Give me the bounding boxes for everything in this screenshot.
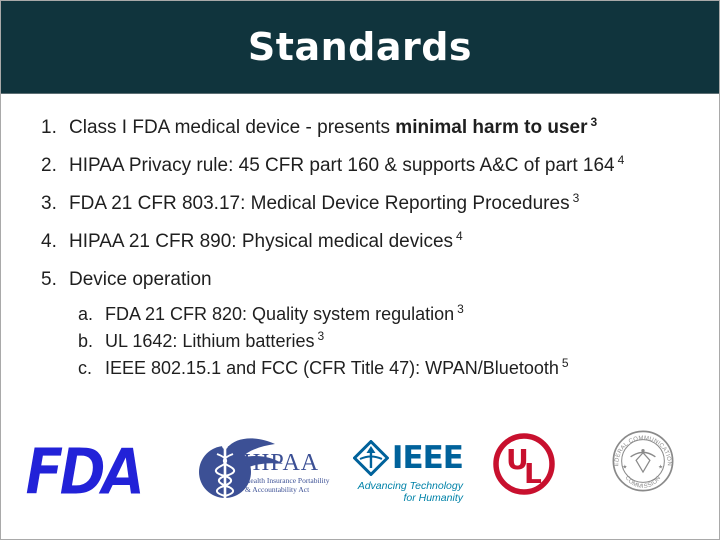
sublist-item-letter: b. (78, 331, 94, 351)
citation-superscript: 4 (617, 152, 625, 167)
list-item-text: Device operation (69, 269, 212, 290)
standards-list: 1. Class I FDA medical device - presents… (41, 114, 705, 385)
hipaa-logo: HIPAA Health Insurance Portability & Acc… (197, 432, 342, 507)
citation-superscript: 3 (457, 302, 464, 316)
list-item: 1. Class I FDA medical device - presents… (41, 114, 705, 139)
caduceus-icon (199, 438, 283, 498)
citation-superscript: 3 (317, 329, 325, 343)
fcc-arc-top-text: FEDERAL COMMUNICATIONS (610, 426, 672, 466)
fcc-seal-icon: FEDERAL COMMUNICATIONS COMMISSION ★ ★ (610, 426, 674, 492)
hipaa-subline2: & Accountability Act (245, 485, 310, 494)
fda-logo: FDA (25, 434, 147, 511)
fda-logo-text: FDA (25, 436, 141, 506)
list-item-text: FDA 21 CFR 803.17: Medical Device Report… (69, 193, 570, 214)
ieee-tagline: Advancing Technology for Humanity (353, 480, 463, 504)
list-item-text: HIPAA Privacy rule: 45 CFR part 160 & su… (69, 155, 615, 176)
sublist-item-letter: c. (78, 358, 93, 378)
sublist-item: c. IEEE 802.15.1 and FCC (CFR Title 47):… (78, 356, 705, 378)
sublist-item: b. UL 1642: Lithium batteries 3 (78, 329, 705, 351)
device-operation-sublist: a. FDA 21 CFR 820: Quality system regula… (78, 302, 705, 378)
ul-mark-icon: U L (493, 433, 555, 495)
list-item: 3. FDA 21 CFR 803.17: Medical Device Rep… (41, 190, 705, 215)
list-item-number: 3. (41, 193, 57, 214)
ieee-diamond-icon (353, 440, 389, 476)
citation-superscript: 3 (572, 190, 580, 205)
ieee-tagline-line1: Advancing Technology (357, 480, 463, 492)
ieee-tagline-line2: for Humanity (403, 492, 463, 504)
sublist-item-text: IEEE 802.15.1 and FCC (CFR Title 47): WP… (105, 358, 559, 378)
ul-letter-u: U (506, 443, 529, 476)
list-item-text: Class I FDA medical device - presents (69, 117, 396, 138)
fda-logo-icon: FDA (25, 436, 147, 511)
list-item: 5. Device operation (41, 269, 705, 291)
page-title: Standards (247, 25, 473, 69)
logo-row: FDA HIPAA Health Insurance Portability (1, 426, 719, 526)
fcc-seal: FEDERAL COMMUNICATIONS COMMISSION ★ ★ (610, 426, 674, 497)
list-item: 2. HIPAA Privacy rule: 45 CFR part 160 &… (41, 152, 705, 177)
ul-logo: U L (492, 432, 556, 501)
list-item-number: 2. (41, 155, 57, 176)
sublist-item: a. FDA 21 CFR 820: Quality system regula… (78, 302, 705, 324)
fcc-star-left-icon: ★ (622, 464, 627, 471)
sublist-item-letter: a. (78, 304, 94, 324)
hipaa-logo-subtext: Health Insurance Portability & Accountab… (245, 476, 330, 494)
list-item-number: 1. (41, 117, 57, 138)
fcc-shield-icon (635, 451, 651, 474)
citation-superscript: 3 (590, 114, 598, 129)
hipaa-logo-text: HIPAA (243, 450, 320, 476)
fcc-eagle-head-icon (641, 449, 645, 453)
list-item-bold-text: minimal harm to user (395, 117, 588, 138)
ieee-logo-text: IEEE (391, 440, 464, 476)
fcc-star-right-icon: ★ (658, 464, 663, 471)
citation-superscript: 4 (456, 228, 463, 243)
slide-header: Standards (1, 1, 719, 94)
hipaa-subline1: Health Insurance Portability (245, 476, 330, 485)
list-item-number: 5. (41, 269, 57, 290)
ul-letter-l: L (524, 457, 542, 490)
svg-text:FEDERAL COMMUNICATIONS: FEDERAL COMMUNICATIONS (612, 430, 672, 466)
list-item: 4. HIPAA 21 CFR 890: Physical medical de… (41, 228, 705, 253)
ieee-logo: IEEE Advancing Technology for Humanity (353, 440, 464, 504)
list-item-text: HIPAA 21 CFR 890: Physical medical devic… (69, 231, 454, 252)
citation-superscript: 5 (561, 356, 569, 370)
sublist-item-text: FDA 21 CFR 820: Quality system regulatio… (105, 304, 455, 324)
fcc-eagle-wings-icon (630, 451, 656, 458)
sublist-item-text: UL 1642: Lithium batteries (105, 331, 315, 351)
list-item-number: 4. (41, 231, 57, 252)
